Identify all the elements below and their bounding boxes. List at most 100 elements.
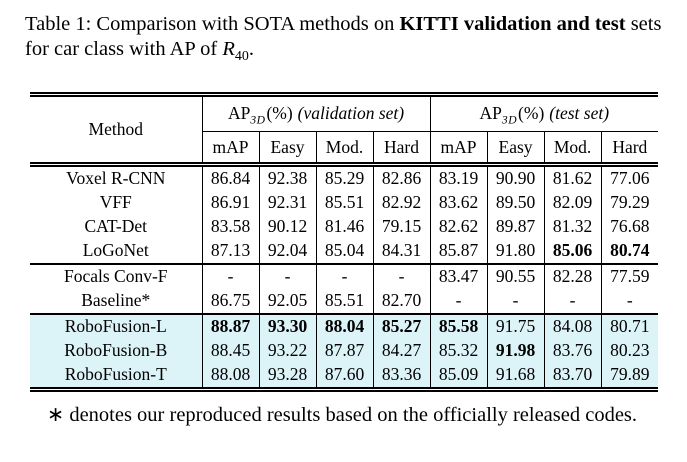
ap-label: AP xyxy=(227,103,251,124)
value-cell: 79.15 xyxy=(372,214,431,239)
method-cell: RoboFusion-B xyxy=(64,340,168,361)
column-group-validation: AP3D(%) (validation set) xyxy=(201,94,431,132)
value-cell: 83.62 xyxy=(429,190,488,215)
value-cell: 81.46 xyxy=(315,214,373,239)
value-cell: 84.27 xyxy=(372,338,431,363)
value-cell: 93.22 xyxy=(258,338,316,363)
table-row: VFF 86.91 92.31 85.51 82.92 83.62 89.50 82.09 79… xyxy=(30,190,659,215)
value-cell: 85.29 xyxy=(315,164,373,191)
value-cell: 83.36 xyxy=(372,362,431,390)
value-cell: 83.19 xyxy=(429,164,488,191)
ap-subscript: 3D xyxy=(501,114,518,127)
percent-label: (%) xyxy=(518,103,545,124)
footnote-marker: ∗ xyxy=(47,403,65,426)
value-cell: 92.31 xyxy=(258,190,316,215)
value-cell: - xyxy=(429,288,488,314)
value-cell: 82.70 xyxy=(372,288,431,314)
table-row: Focals Conv-F - - - -83.47 90.55 82.28 77.59 xyxy=(30,262,659,289)
value-cell: 79.29 xyxy=(600,190,659,215)
value-cell: - xyxy=(486,288,545,314)
column-header-easy-val: Easy xyxy=(258,131,316,167)
method-cell: LoGoNet xyxy=(82,240,149,261)
value-cell: 87.60 xyxy=(315,362,373,390)
value-cell: 77.59 xyxy=(600,262,659,289)
ap-label: AP xyxy=(479,103,502,124)
value-cell: 90.90 xyxy=(486,164,545,191)
table-row: RoboFusion-B 88.45 93.22 87.87 84.27 85.32 91.… xyxy=(30,338,659,363)
value-cell: 83.47 xyxy=(429,262,488,289)
value-cell: 91.80 xyxy=(486,238,545,264)
column-header-map-test: mAP xyxy=(429,131,488,167)
value-cell: 93.30 xyxy=(258,312,316,339)
subheader-row: mAP Easy Mod. Hard mAP Easy Mod. Hard xyxy=(30,131,659,167)
value-cell: 92.05 xyxy=(258,288,316,314)
value-cell: - xyxy=(543,288,602,314)
value-cell: 82.86 xyxy=(372,164,431,191)
value-cell: 85.04 xyxy=(315,238,373,264)
table-header: Method AP3D(%) (validation set) AP3D(%) (t… xyxy=(30,94,659,167)
value-cell: 77.06 xyxy=(600,164,659,191)
value-cell: 88.08 xyxy=(201,362,259,390)
value-cell: 86.91 xyxy=(201,190,259,215)
value-cell: 85.06 xyxy=(543,238,602,264)
column-header-hard-val: Hard xyxy=(372,131,431,167)
value-cell: 84.31 xyxy=(372,238,431,264)
value-cell: 89.87 xyxy=(486,214,545,239)
value-cell: 85.51 xyxy=(315,288,373,314)
method-cell: Focals Conv-F xyxy=(30,262,202,289)
value-cell: 90.55 xyxy=(486,262,545,289)
footnote-text: denotes our reproduced results based on … xyxy=(69,403,638,426)
value-cell: 82.62 xyxy=(429,214,488,239)
value-cell: 88.45 xyxy=(201,338,259,363)
method-cell: VFF xyxy=(99,192,132,213)
value-cell: 80.23 xyxy=(600,338,659,363)
value-cell: 91.68 xyxy=(486,362,545,390)
value-cell: 85.32 xyxy=(429,338,488,363)
column-group-test: AP3D(%) (test set) xyxy=(429,94,659,132)
value-cell: 89.50 xyxy=(486,190,545,215)
value-cell: 87.13 xyxy=(201,238,259,264)
value-cell: - xyxy=(315,262,373,289)
value-cell: 83.70 xyxy=(543,362,602,390)
value-cell: 82.92 xyxy=(372,190,431,215)
value-cell: - xyxy=(372,262,431,289)
table-caption: Table 1: Comparison with SOTA methods on… xyxy=(25,12,663,65)
table-footnote: ∗ denotes our reproduced results based o… xyxy=(25,403,663,429)
value-cell: 91.75 xyxy=(486,312,545,339)
percent-label: (%) xyxy=(266,103,293,124)
value-cell: 87.87 xyxy=(315,338,373,363)
column-header-mod-val: Mod. xyxy=(315,131,373,167)
method-cell: Baseline* xyxy=(81,290,151,311)
column-header-method: Method xyxy=(30,94,202,167)
value-cell: 79.89 xyxy=(600,362,659,390)
column-header-hard-test: Hard xyxy=(600,131,659,167)
value-cell: 80.71 xyxy=(600,312,659,339)
value-cell: 83.58 xyxy=(201,214,259,239)
column-header-map-val: mAP xyxy=(201,131,259,167)
value-cell: 85.27 xyxy=(372,312,431,339)
column-header-mod-test: Mod. xyxy=(543,131,602,167)
value-cell: 85.87 xyxy=(429,238,488,264)
method-cell: CAT-Det xyxy=(84,216,148,237)
value-cell: 83.76 xyxy=(543,338,602,363)
value-cell: 82.09 xyxy=(543,190,602,215)
results-table: Method AP3D(%) (validation set) AP3D(%) (t… xyxy=(30,92,659,392)
caption-text: sets for car class with AP of xyxy=(25,13,662,60)
value-cell: 88.87 xyxy=(201,312,259,339)
column-header-easy-test: Easy xyxy=(486,131,545,167)
table-row: RoboFusion-T 88.08 93.28 87.60 83.36 85.09 91.… xyxy=(30,362,659,390)
value-cell: 92.04 xyxy=(258,238,316,264)
method-cell: RoboFusion-T xyxy=(64,364,167,385)
value-cell: 93.28 xyxy=(258,362,316,390)
method-cell: RoboFusion-L xyxy=(30,312,202,339)
value-cell: 81.62 xyxy=(543,164,602,191)
table-row: LoGoNet 87.13 92.04 85.04 84.31 85.87 91.80 85.… xyxy=(30,238,659,264)
value-cell: 86.84 xyxy=(201,164,259,191)
value-cell: 85.58 xyxy=(429,312,488,339)
caption-math-subscript: 40 xyxy=(234,49,249,65)
group-header-row: Method AP3D(%) (validation set) AP3D(%) (t… xyxy=(30,94,659,167)
caption-text: . xyxy=(248,38,254,60)
value-cell: 85.51 xyxy=(315,190,373,215)
caption-math-variable: R xyxy=(222,38,235,60)
